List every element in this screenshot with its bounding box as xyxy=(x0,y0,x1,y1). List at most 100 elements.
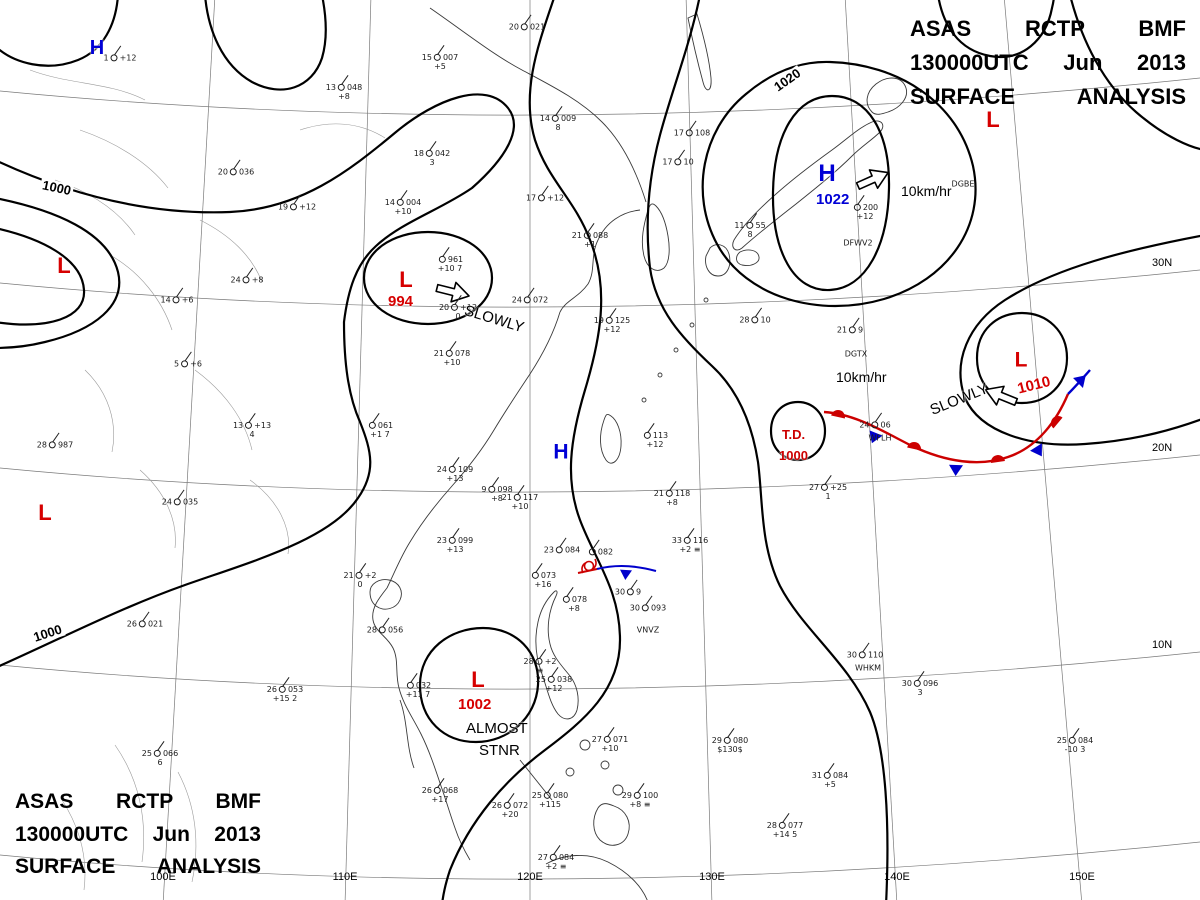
isobar-label: 1020 xyxy=(770,65,805,96)
station-circle-icon xyxy=(549,853,557,861)
station-circle-icon xyxy=(547,675,555,683)
station-plot: 14 009 8 xyxy=(539,113,577,132)
station-circle-icon xyxy=(445,349,453,357)
pressure-center-L: L xyxy=(399,267,413,292)
annotation: 10km/hr xyxy=(901,183,952,199)
station-circle-icon xyxy=(913,679,921,687)
short-front-triangle xyxy=(620,569,632,580)
station-circle-icon xyxy=(538,194,546,202)
annotation: STNR xyxy=(479,742,520,759)
station-circle-icon xyxy=(173,498,181,506)
lon-label: 100E xyxy=(150,871,176,883)
station-plot: 17 10 xyxy=(662,157,694,167)
isobar-label: 1000 xyxy=(39,177,75,199)
station-circle-icon xyxy=(627,588,635,596)
ship-id-label: VNVZ xyxy=(636,625,660,635)
annotation: 1000 xyxy=(779,448,808,463)
coast-ne-asia xyxy=(429,7,647,203)
station-plot: 30 9 xyxy=(614,587,642,597)
station-plot: 28 987 xyxy=(36,440,74,450)
station-circle-icon xyxy=(543,791,551,799)
station-circle-icon xyxy=(138,620,146,628)
isobar-1002-loop xyxy=(418,626,540,744)
station-plot: 15 007 +5 xyxy=(421,52,459,71)
movement-arrow-1010 xyxy=(984,385,1019,407)
annotation: T.D. xyxy=(782,427,806,442)
station-circle-icon xyxy=(438,255,446,263)
station-plot: 25 066 6 xyxy=(141,748,179,767)
station-plot: 24 035 xyxy=(161,497,199,507)
island-hainan xyxy=(369,579,402,610)
station-plot: 073 +16 xyxy=(530,571,556,589)
island-taiwan xyxy=(600,413,622,464)
pressure-center-L: L xyxy=(38,500,52,525)
island-shikoku xyxy=(736,249,760,266)
title-block-bottom-left: ASAS RCTP BMF 130000UTC Jun 2013 SURFACE… xyxy=(15,786,261,884)
cold-front-triangles xyxy=(869,375,1086,476)
station-plot: 30 093 xyxy=(629,603,667,613)
lon-label: 120E xyxy=(517,871,543,883)
annotation: ALMOST xyxy=(466,720,528,737)
station-plot: 032 +11 7 xyxy=(405,680,432,699)
station-circle-icon xyxy=(821,483,829,491)
isobar-east-long xyxy=(646,0,889,900)
annotation: 10km/hr xyxy=(836,369,887,385)
station-circle-icon xyxy=(858,651,866,659)
ship-id-label: WHKM xyxy=(854,663,882,673)
station-plot: 11 55 8 xyxy=(734,220,766,239)
lat-label: 10N xyxy=(1152,639,1173,651)
ship-id-label: DGBE xyxy=(951,179,975,189)
station-plot: 21 078 +10 xyxy=(433,348,471,367)
station-circle-icon xyxy=(746,221,754,229)
station-circle-icon xyxy=(583,231,591,239)
station-circle-icon xyxy=(172,296,180,304)
station-plot: 31 084 +5 xyxy=(811,770,849,789)
station-plot: 17 +12 xyxy=(525,193,565,203)
island-hokkaido xyxy=(866,77,908,115)
isobar-label: 1000 xyxy=(30,621,66,645)
station-circle-icon xyxy=(588,548,596,556)
station-plot: 961 +10 7 xyxy=(437,254,464,273)
pressure-value: 1010 xyxy=(1015,372,1053,398)
station-plot: 28 +2 ≡ xyxy=(523,656,557,675)
station-circle-icon xyxy=(849,326,857,334)
station-circle-icon xyxy=(685,129,693,137)
station-circle-icon xyxy=(153,749,161,757)
station-circle-icon xyxy=(368,421,376,429)
station-circle-icon xyxy=(674,158,682,166)
chart-type: SURFACE ANALYSIS xyxy=(910,84,1186,110)
station-plot: 20 021 xyxy=(508,22,546,32)
lon-label: 110E xyxy=(332,871,358,883)
station-circle-icon xyxy=(448,536,456,544)
chart-id: ASAS RCTP BMF xyxy=(910,16,1186,41)
station-circle-icon xyxy=(751,316,759,324)
station-plot: 26 072 +20 xyxy=(491,800,529,819)
station-circle-icon xyxy=(513,493,521,501)
station-circle-icon xyxy=(853,203,861,211)
station-circle-icon xyxy=(605,316,613,324)
pressure-center-L: L xyxy=(57,253,71,278)
station-circle-icon xyxy=(520,23,528,31)
coastline-layer xyxy=(369,7,908,900)
coast-vietnam xyxy=(372,587,471,861)
station-plot: 26 068 +17 xyxy=(421,785,459,804)
station-plot: 113 +12 xyxy=(642,431,668,449)
station-plot: 30 110 xyxy=(846,650,884,660)
station-circle-icon xyxy=(778,821,786,829)
movement-arrow-layer xyxy=(435,169,1019,407)
station-plot: 19 +12 xyxy=(277,202,317,212)
station-circle-icon xyxy=(535,657,543,665)
station-circle-icon xyxy=(448,465,456,473)
station-plot: 21 118 +8 xyxy=(653,488,691,507)
island-kyushu xyxy=(705,244,731,277)
station-plot: 20 036 xyxy=(217,167,255,177)
station-plot: 30 096 3 xyxy=(901,678,939,697)
island-mindanao xyxy=(593,803,630,846)
lat-label: 30N xyxy=(1152,257,1173,269)
station-circle-icon xyxy=(555,546,563,554)
pressure-center-H: H xyxy=(89,37,105,59)
coast-korea xyxy=(641,203,670,271)
